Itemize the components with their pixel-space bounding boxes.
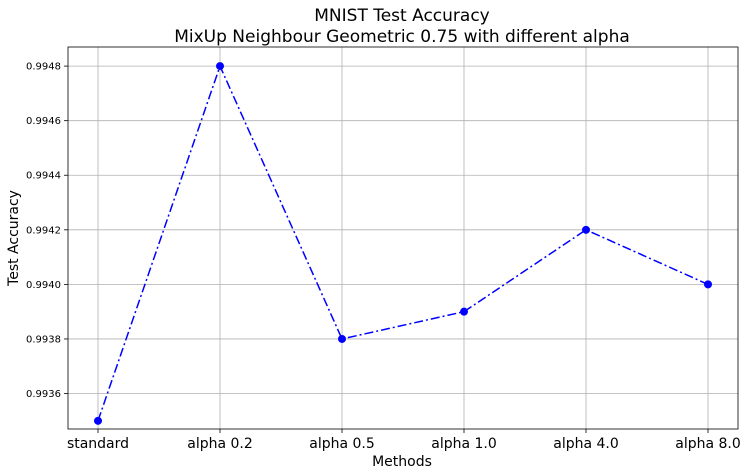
data-point <box>704 280 712 289</box>
series-layer <box>94 62 712 425</box>
data-point <box>338 334 346 343</box>
y-tick-label: 0.9948 <box>26 62 61 73</box>
data-point <box>460 307 468 316</box>
x-tick-label: standard <box>67 436 129 452</box>
y-tick-label: 0.9946 <box>26 116 61 127</box>
data-point <box>582 225 590 234</box>
data-point <box>94 416 102 425</box>
y-tick-label: 0.9944 <box>26 171 61 182</box>
x-tick-label: alpha 0.2 <box>187 436 253 452</box>
series-line <box>97 64 709 422</box>
x-tick-label: alpha 8.0 <box>675 436 741 452</box>
y-axis-ticks: 0.9936 0.9938 0.9940 0.9942 0.9944 0.9946 0.99… <box>26 62 68 400</box>
x-axis-ticks: standard alpha 0.2 alpha 0.5 alpha 1.0 alpha… <box>67 429 741 452</box>
y-tick-label: 0.9938 <box>26 334 61 345</box>
chart-title-line-2: MixUp Neighbour Geometric 0.75 with diff… <box>174 27 630 47</box>
y-tick-label: 0.9940 <box>26 280 61 291</box>
y-axis-label: Test Accuracy <box>6 190 22 287</box>
x-tick-label: alpha 1.0 <box>431 436 497 452</box>
x-tick-label: alpha 4.0 <box>553 436 619 452</box>
y-tick-label: 0.9942 <box>26 225 61 236</box>
chart-title-line-1: MNIST Test Accuracy <box>314 6 489 26</box>
x-tick-label: alpha 0.5 <box>309 436 375 452</box>
grid <box>68 47 738 429</box>
y-tick-label: 0.9936 <box>26 389 61 400</box>
data-point <box>216 62 224 71</box>
x-axis-label: Methods <box>372 454 432 470</box>
plot-frame <box>67 46 739 430</box>
